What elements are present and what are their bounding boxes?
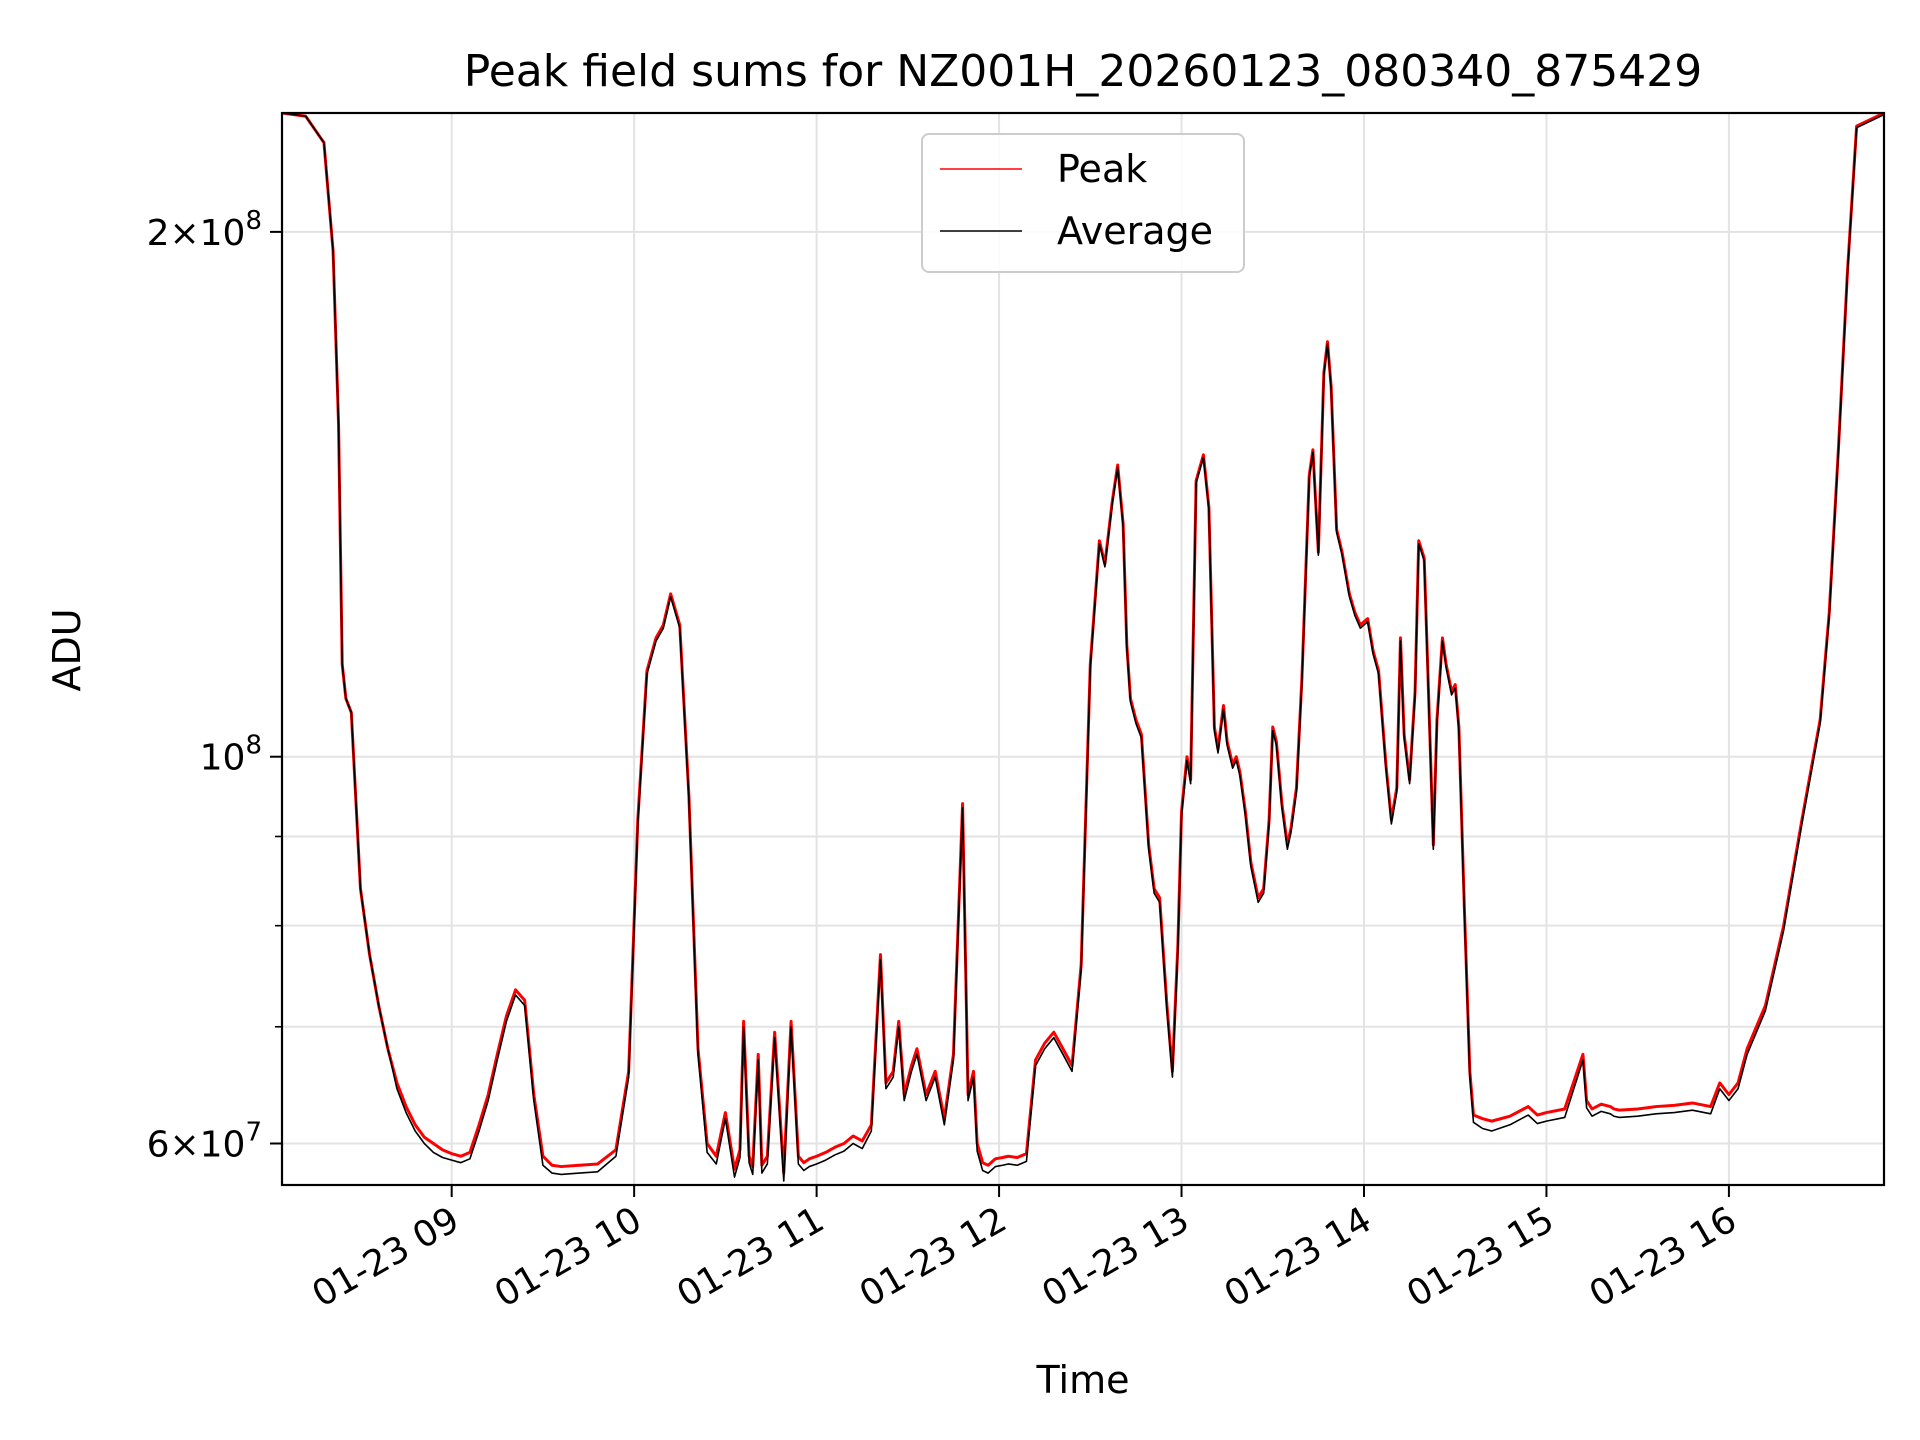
x-axis-label: Time xyxy=(1036,1358,1130,1402)
y-tick-label: 2×108 xyxy=(147,206,262,254)
y-tick-label: 108 xyxy=(200,731,262,779)
legend-label-peak: Peak xyxy=(1057,147,1147,191)
plot-frame xyxy=(280,111,1886,1187)
series-line-average xyxy=(282,113,1884,1182)
chart-title: Peak field sums for NZ001H_20260123_0803… xyxy=(464,46,1702,97)
y-tick-label: 6×107 xyxy=(147,1118,262,1166)
series-layer xyxy=(282,113,1884,1182)
y-axis-label: ADU xyxy=(45,608,89,691)
legend: Peak Average xyxy=(921,133,1245,273)
legend-label-average: Average xyxy=(1057,209,1213,253)
y-axis-ticks: 6×107 108 2×108 xyxy=(147,206,282,1166)
